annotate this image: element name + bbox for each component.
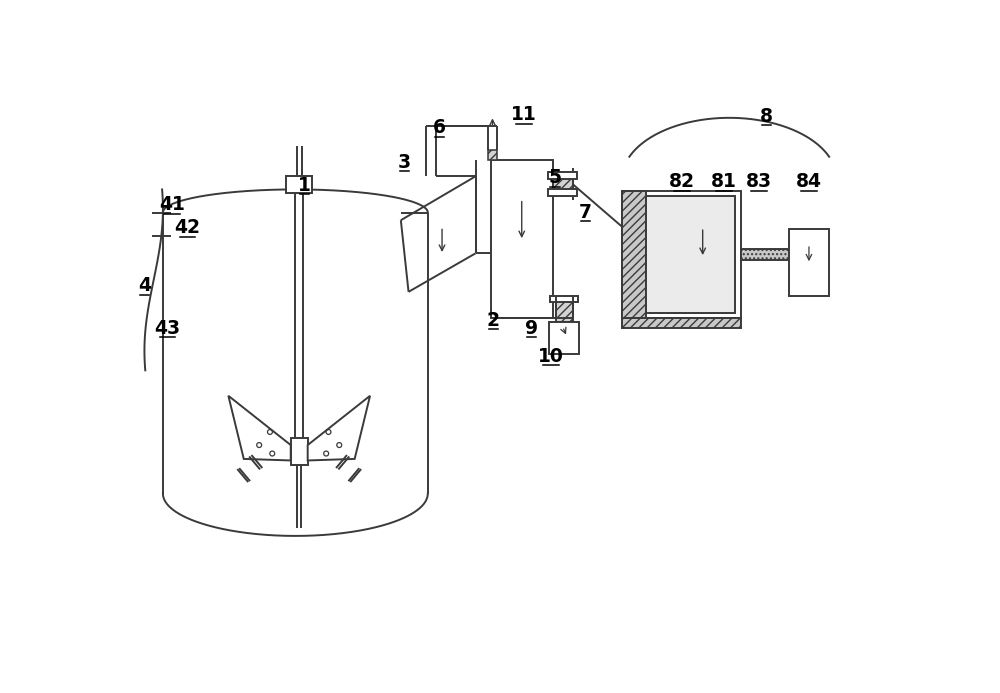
Bar (548, 173, 577, 179)
Bar (622, 318, 741, 328)
Bar (549, 322, 579, 354)
Text: 83: 83 (746, 173, 772, 191)
Text: 3: 3 (398, 153, 411, 172)
Text: 8: 8 (760, 107, 773, 125)
Text: 81: 81 (711, 173, 737, 191)
Bar (550, 296, 578, 302)
Text: 10: 10 (538, 347, 564, 366)
Text: 4: 4 (138, 277, 151, 295)
Text: 42: 42 (175, 218, 201, 238)
Bar (548, 189, 577, 195)
Bar (488, 150, 497, 160)
Polygon shape (228, 396, 291, 460)
Bar (789, 229, 829, 297)
Text: 11: 11 (511, 105, 537, 124)
Bar (741, 249, 789, 260)
Text: 84: 84 (796, 173, 822, 191)
Text: 9: 9 (525, 319, 538, 337)
Bar (622, 191, 646, 318)
Text: 82: 82 (669, 173, 695, 191)
Bar (553, 174, 573, 194)
Text: 41: 41 (159, 195, 185, 214)
Bar (491, 160, 553, 318)
Text: 7: 7 (579, 203, 592, 222)
Text: 5: 5 (548, 168, 561, 187)
Bar (622, 191, 741, 318)
Text: 2: 2 (487, 311, 500, 330)
Text: 43: 43 (154, 319, 181, 337)
Bar (291, 438, 308, 465)
Polygon shape (308, 396, 370, 460)
Bar (646, 195, 735, 313)
Bar (286, 176, 312, 193)
Text: 1: 1 (298, 176, 311, 195)
Bar (556, 297, 573, 322)
Text: 6: 6 (433, 119, 446, 137)
